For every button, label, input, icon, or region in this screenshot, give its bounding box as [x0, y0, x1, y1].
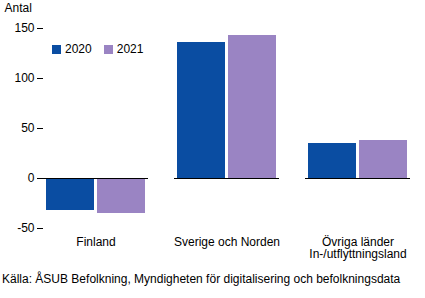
- html-text:2021: 2021: [116, 42, 144, 56]
- svg-text:-50: -50: [17, 221, 35, 235]
- html-text:Källa: ÅSUB Befolkning, Myndig: Källa: ÅSUB Befolkning, Myndigheten för …: [2, 272, 401, 286]
- svg-text:0: 0: [28, 171, 35, 185]
- svg-text:Antal: Antal: [5, 1, 32, 15]
- svg-text:150: 150: [14, 21, 34, 35]
- svg-text:100: 100: [14, 71, 34, 85]
- svg-text:Finland: Finland: [76, 235, 115, 249]
- html-text:2020: 2020: [65, 42, 92, 56]
- svg-text:Övriga länderIn-/utflyttningsl: Övriga länderIn-/utflyttningsland: [309, 235, 406, 261]
- svg-text:Sverige och Norden: Sverige och Norden: [174, 235, 280, 249]
- svg-text:50: 50: [21, 121, 35, 135]
